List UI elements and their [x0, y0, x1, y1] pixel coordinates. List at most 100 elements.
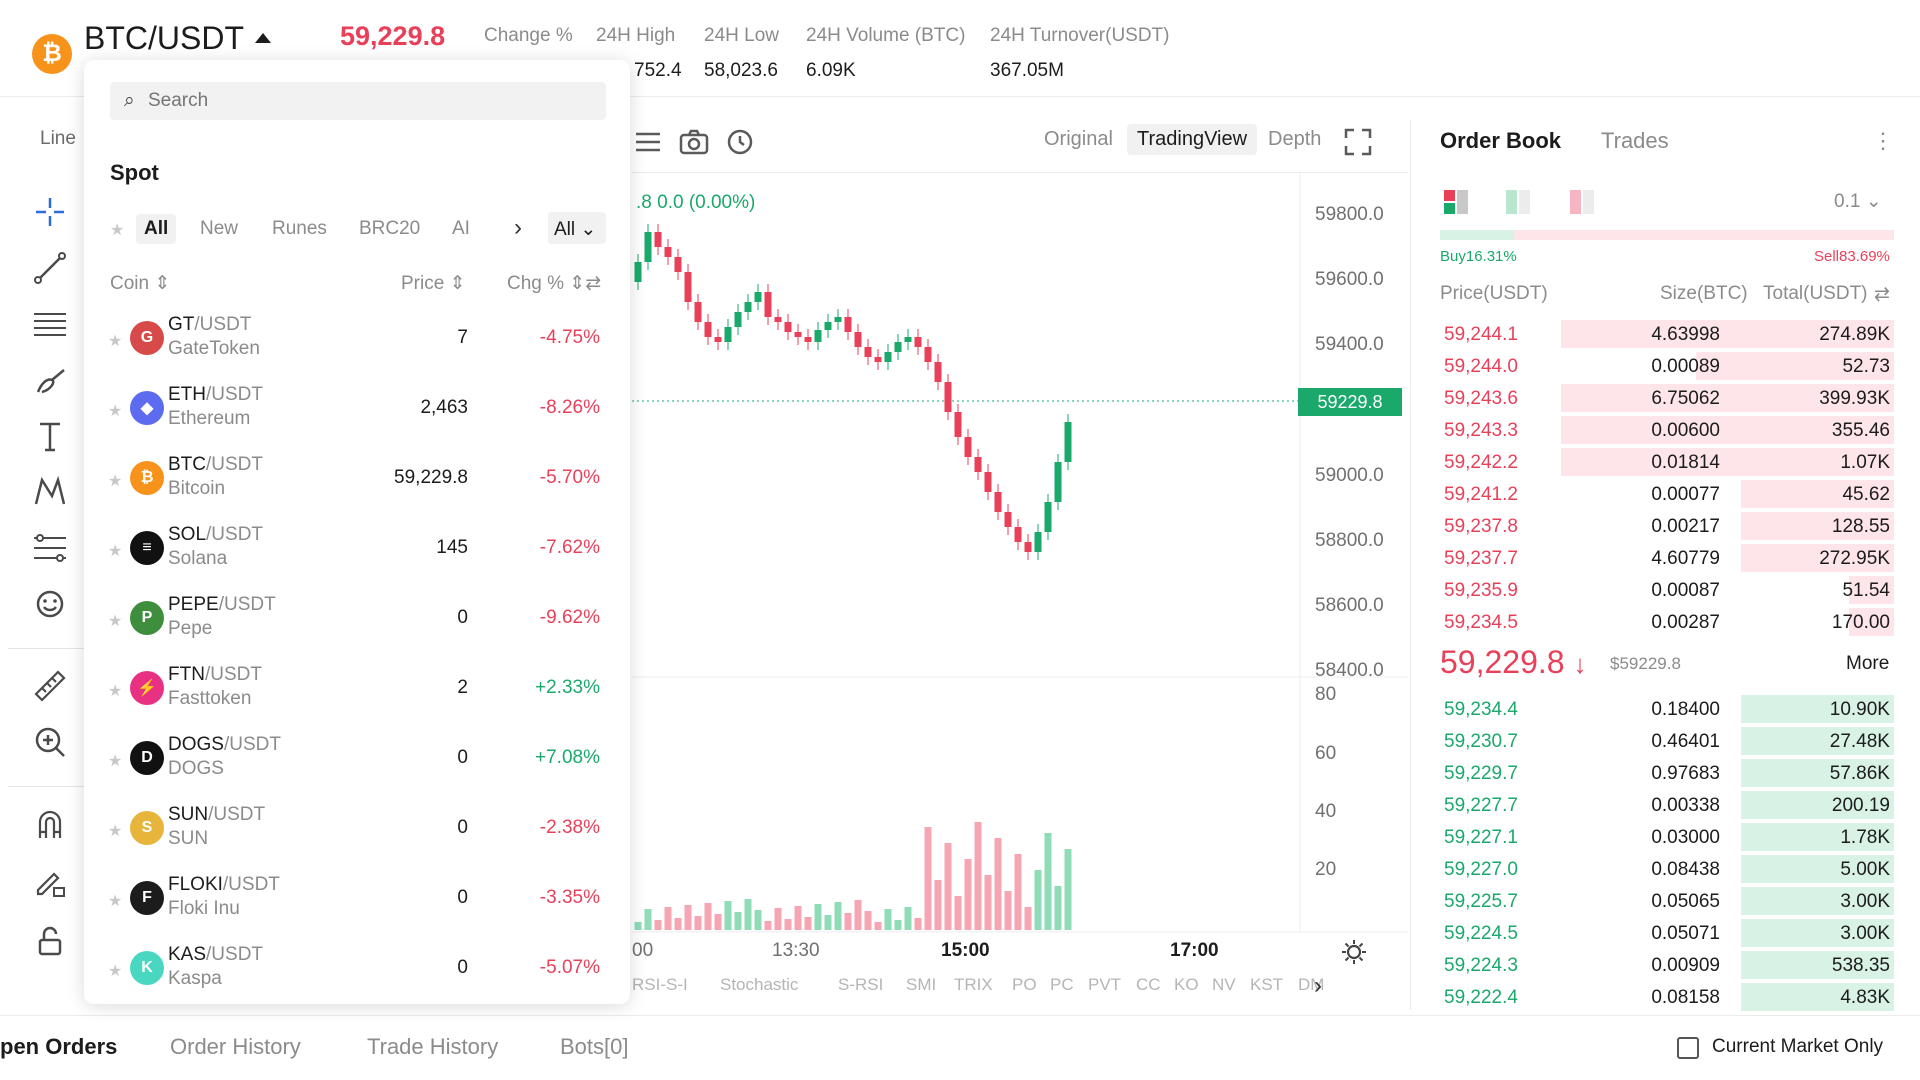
bid-row[interactable]: 59,224.5 0.05071 3.00K: [1444, 917, 1894, 949]
ask-row[interactable]: 59,235.9 0.00087 51.54: [1444, 574, 1894, 606]
book-asks-icon[interactable]: [1570, 190, 1596, 214]
star-icon[interactable]: ★: [108, 613, 123, 630]
pair-selector[interactable]: BTC/USDT: [84, 20, 244, 56]
zoom-in-icon[interactable]: [28, 720, 72, 764]
coin-row-dogs[interactable]: ★ D DOGS/USDT DOGS 0 +7.08%: [84, 725, 630, 795]
ask-row[interactable]: 59,243.3 0.00600 355.46: [1444, 414, 1894, 446]
tab-trades[interactable]: Trades: [1601, 128, 1669, 153]
indicator-tab[interactable]: TRIX: [954, 975, 993, 994]
more-link[interactable]: More: [1846, 653, 1890, 674]
ask-row[interactable]: 59,241.2 0.00077 45.62: [1444, 478, 1894, 510]
fullscreen-icon[interactable]: [1340, 124, 1376, 160]
ask-row[interactable]: 59,234.5 0.00287 170.00: [1444, 606, 1894, 638]
tab-order-history[interactable]: Order History: [170, 1034, 301, 1059]
text-tool-icon[interactable]: [28, 414, 72, 458]
chevron-right-icon[interactable]: ›: [514, 214, 522, 241]
ask-row[interactable]: 59,244.1 4.63998 274.89K: [1444, 318, 1894, 350]
swap-icon[interactable]: ⇄: [1874, 284, 1890, 305]
settings-sun-icon[interactable]: [1340, 938, 1368, 966]
fib-retracement-icon[interactable]: [28, 526, 72, 570]
search-input-box[interactable]: ⌕: [110, 82, 606, 120]
bid-row[interactable]: 59,227.7 0.00338 200.19: [1444, 789, 1894, 821]
coin-row-eth[interactable]: ★ ◆ ETH/USDT Ethereum 2,463 -8.26%: [84, 375, 630, 445]
replay-icon[interactable]: [722, 124, 758, 160]
ruler-icon[interactable]: [28, 664, 72, 708]
indicator-tab[interactable]: NV: [1212, 975, 1236, 994]
bid-row[interactable]: 59,227.1 0.03000 1.78K: [1444, 821, 1894, 853]
bid-row[interactable]: 59,227.0 0.08438 5.00K: [1444, 853, 1894, 885]
star-icon[interactable]: ★: [108, 403, 123, 420]
indicator-tab[interactable]: Stochastic: [720, 975, 799, 994]
indicators-icon[interactable]: [630, 124, 666, 160]
candlestick-chart[interactable]: [632, 172, 1408, 1002]
ask-row[interactable]: 59,237.8 0.00217 128.55: [1444, 510, 1894, 542]
star-icon[interactable]: ★: [108, 823, 123, 840]
precision-select[interactable]: 0.1 ⌄: [1834, 191, 1882, 212]
brush-icon[interactable]: [28, 358, 72, 402]
chevron-right-icon[interactable]: ›: [1314, 972, 1322, 999]
tab-open-orders[interactable]: pen Orders: [0, 1034, 118, 1059]
star-icon[interactable]: ★: [108, 333, 123, 350]
star-icon[interactable]: ★: [108, 543, 123, 560]
indicator-tab[interactable]: KO: [1174, 975, 1199, 994]
coin-row-sol[interactable]: ★ ≡ SOL/USDT Solana 145 -7.62%: [84, 515, 630, 585]
horizontal-lines-icon[interactable]: [28, 302, 72, 346]
coin-row-ftn[interactable]: ★ ⚡ FTN/USDT Fasttoken 2 +2.33%: [84, 655, 630, 725]
star-icon[interactable]: ★: [108, 893, 123, 910]
pattern-icon[interactable]: [28, 470, 72, 514]
bid-row[interactable]: 59,222.4 0.08158 4.83K: [1444, 981, 1894, 1013]
filter-new[interactable]: New: [200, 218, 239, 239]
bid-row[interactable]: 59,230.7 0.46401 27.48K: [1444, 725, 1894, 757]
caret-up-icon[interactable]: [255, 33, 271, 43]
star-icon[interactable]: ★: [108, 963, 123, 980]
ask-row[interactable]: 59,244.0 0.00089 52.73: [1444, 350, 1894, 382]
unlock-icon[interactable]: [28, 918, 72, 962]
view-original[interactable]: Original: [1044, 128, 1113, 150]
tab-bots[interactable]: Bots[0]: [560, 1034, 629, 1059]
col-price-sort[interactable]: Price ⇕: [401, 273, 466, 294]
coin-row-pepe[interactable]: ★ P PEPE/USDT Pepe 0 -9.62%: [84, 585, 630, 655]
view-tradingview[interactable]: TradingView: [1127, 124, 1258, 155]
filter-runes[interactable]: Runes: [272, 218, 327, 239]
coin-row-floki[interactable]: ★ F FLOKI/USDT Floki Inu 0 -3.35%: [84, 865, 630, 935]
bid-row[interactable]: 59,225.7 0.05065 3.00K: [1444, 885, 1894, 917]
ask-row[interactable]: 59,242.2 0.01814 1.07K: [1444, 446, 1894, 478]
indicator-tab[interactable]: PO: [1012, 975, 1037, 994]
tab-order-book[interactable]: Order Book: [1440, 128, 1562, 153]
crosshair-icon[interactable]: [28, 190, 72, 234]
filter-ai[interactable]: AI: [452, 218, 470, 239]
view-depth[interactable]: Depth: [1268, 128, 1322, 150]
star-icon[interactable]: ★: [108, 683, 123, 700]
coin-row-sun[interactable]: ★ S SUN/USDT SUN 0 -2.38%: [84, 795, 630, 865]
ask-row[interactable]: 59,243.6 6.75062 399.93K: [1444, 382, 1894, 414]
book-bids-icon[interactable]: [1506, 190, 1532, 214]
col-change-sort[interactable]: Chg % ⇕⇄: [507, 273, 602, 294]
lock-pencil-icon[interactable]: [28, 860, 72, 904]
book-both-icon[interactable]: [1444, 190, 1470, 214]
search-input[interactable]: [148, 86, 588, 116]
bid-row[interactable]: 59,229.7 0.97683 57.86K: [1444, 757, 1894, 789]
star-icon[interactable]: ★: [108, 753, 123, 770]
ask-row[interactable]: 59,237.7 4.60779 272.95K: [1444, 542, 1894, 574]
bid-row[interactable]: 59,234.4 0.18400 10.90K: [1444, 693, 1894, 725]
market-filter-select[interactable]: All ⌄: [548, 212, 606, 244]
filter-all[interactable]: All: [136, 214, 177, 244]
indicator-tab[interactable]: CC: [1136, 975, 1161, 994]
indicator-tab[interactable]: S-RSI: [838, 975, 884, 994]
star-icon[interactable]: ★: [108, 473, 123, 490]
emoji-icon[interactable]: [28, 582, 72, 626]
current-market-checkbox[interactable]: [1677, 1037, 1699, 1059]
coin-row-btc[interactable]: ★ ₿ BTC/USDT Bitcoin 59,229.8 -5.70%: [84, 445, 630, 515]
magnet-icon[interactable]: [28, 802, 72, 846]
star-filter-icon[interactable]: ★: [110, 222, 125, 239]
camera-icon[interactable]: [676, 124, 712, 160]
col-coin[interactable]: Coin ⇕: [110, 273, 171, 294]
indicator-tab[interactable]: RSI-S-I: [632, 975, 688, 994]
trend-line-icon[interactable]: [28, 246, 72, 290]
chart-type-line[interactable]: Line: [40, 128, 76, 149]
indicator-tab[interactable]: DM: [1298, 975, 1325, 994]
indicator-tab[interactable]: PC: [1050, 975, 1074, 994]
bid-row[interactable]: 59,224.3 0.00909 538.35: [1444, 949, 1894, 981]
more-vertical-icon[interactable]: ⋮: [1872, 128, 1894, 153]
filter-brc20[interactable]: BRC20: [359, 218, 421, 239]
